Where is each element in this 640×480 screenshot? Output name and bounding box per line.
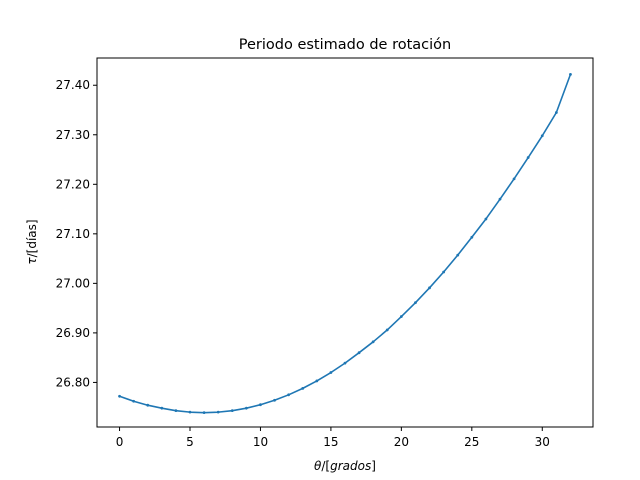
y-axis: 26.80 26.90 27.00 27.10 27.20 27.30 27.40 xyxy=(56,78,97,389)
x-axis: 0 5 10 15 20 25 30 xyxy=(116,427,550,449)
data-point xyxy=(414,301,417,305)
data-point xyxy=(174,409,178,413)
x-tick-label: 20 xyxy=(394,435,409,449)
y-axis-label-unit: días xyxy=(25,224,39,249)
x-tick-label: 15 xyxy=(323,435,338,449)
data-point xyxy=(526,156,530,159)
x-tick-label: 10 xyxy=(253,435,268,449)
data-point xyxy=(160,406,164,410)
series-layer xyxy=(118,72,572,415)
y-axis-label: τ/[días] xyxy=(25,219,39,264)
data-point xyxy=(216,410,220,414)
plot-area xyxy=(96,57,594,428)
data-point xyxy=(484,217,488,221)
x-axis-label-unit: grados xyxy=(330,459,371,473)
x-tick-label: 25 xyxy=(464,435,479,449)
y-tick-label: 27.40 xyxy=(56,78,90,92)
x-tick-label: 0 xyxy=(116,435,124,449)
data-point xyxy=(428,286,431,290)
y-tick-label: 26.90 xyxy=(56,326,90,340)
y-axis-label-sep: /[ xyxy=(25,249,39,258)
data-point xyxy=(259,403,262,407)
x-tick-label: 5 xyxy=(186,435,194,449)
data-point xyxy=(132,399,136,403)
plot-frame xyxy=(96,57,594,428)
data-point xyxy=(540,134,544,138)
x-axis-label: θ/[grados] xyxy=(314,459,376,473)
data-point xyxy=(118,394,121,398)
y-tick-label: 26.80 xyxy=(56,375,90,389)
y-axis-label-close: ] xyxy=(25,219,39,224)
data-point xyxy=(399,315,403,318)
data-point xyxy=(188,410,192,414)
data-point xyxy=(244,406,248,410)
x-axis-label-sep: /[ xyxy=(321,459,330,473)
data-point xyxy=(385,328,389,332)
y-tick-label: 27.30 xyxy=(56,128,90,142)
data-point xyxy=(230,409,234,413)
data-point xyxy=(456,253,460,257)
data-point xyxy=(498,197,502,201)
data-point xyxy=(146,403,150,407)
y-tick-label: 27.20 xyxy=(56,177,90,191)
data-point xyxy=(202,411,206,415)
data-point xyxy=(371,340,375,344)
x-axis-label-var: θ xyxy=(314,459,322,473)
x-tick-label: 30 xyxy=(535,435,550,449)
data-point xyxy=(357,351,361,355)
data-point xyxy=(315,379,319,383)
y-tick-label: 27.00 xyxy=(56,276,90,290)
data-point xyxy=(512,177,516,181)
y-axis-label-var: τ xyxy=(25,257,39,265)
data-point xyxy=(470,235,474,239)
data-point xyxy=(554,111,558,114)
data-point xyxy=(569,72,572,76)
x-axis-label-close: ] xyxy=(371,459,376,473)
chart-title: Periodo estimado de rotación xyxy=(239,37,451,53)
data-point xyxy=(329,371,333,374)
data-point xyxy=(301,386,305,390)
data-point xyxy=(287,393,291,397)
data-point xyxy=(343,361,347,365)
data-point xyxy=(273,398,276,402)
y-tick-label: 27.10 xyxy=(56,227,90,241)
data-point xyxy=(442,270,446,274)
